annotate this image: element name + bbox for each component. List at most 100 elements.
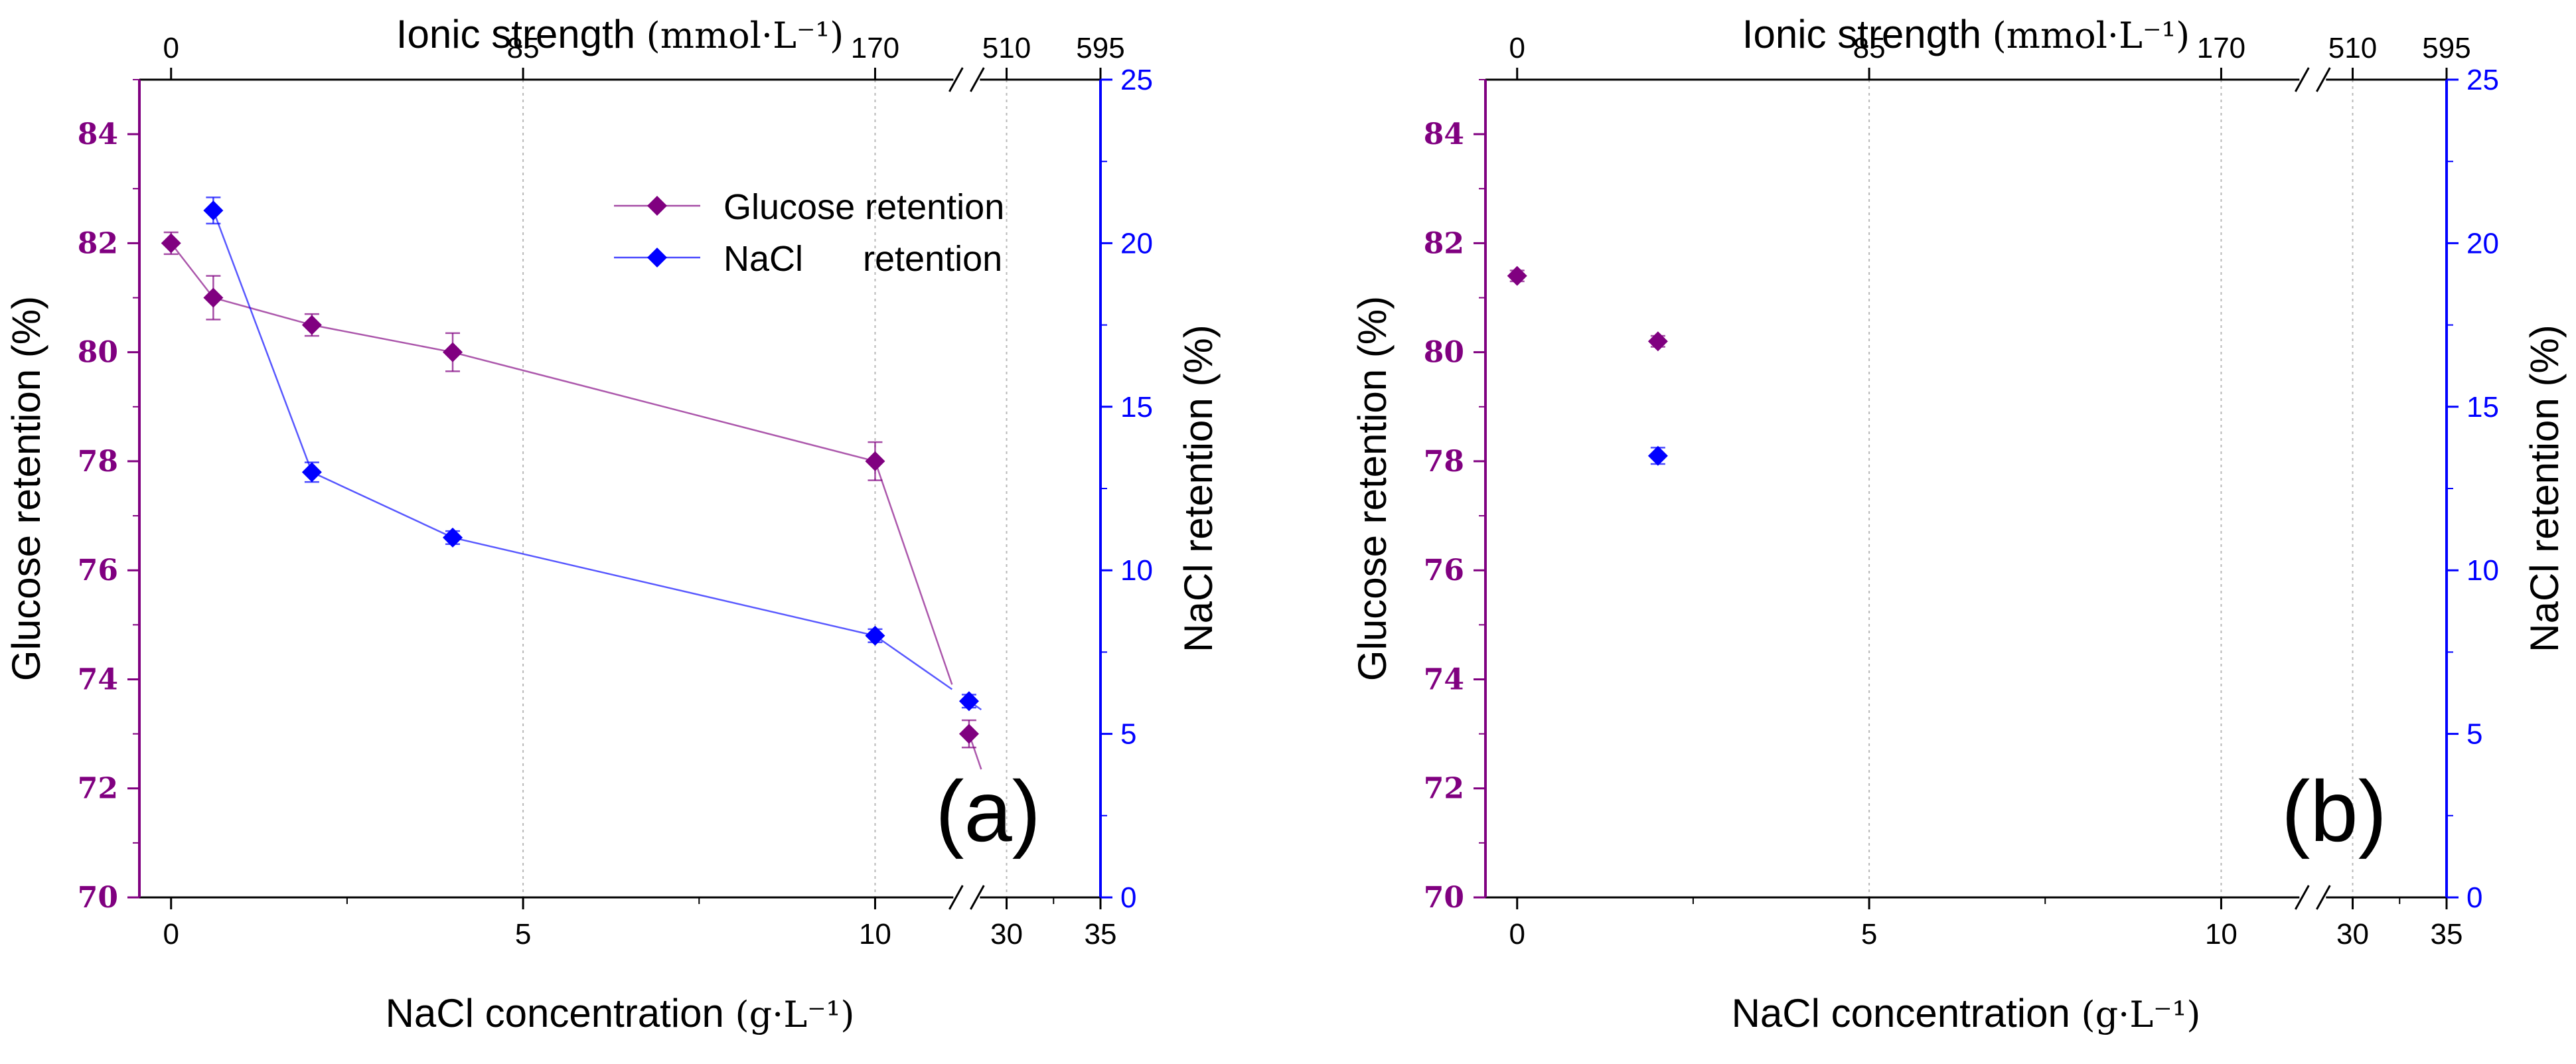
data-point	[958, 723, 979, 744]
series-line	[170, 242, 214, 299]
y-tick-label: 76	[78, 554, 118, 587]
legend: Glucose retention NaCl retention	[614, 187, 1004, 279]
y2-axis-title: NaCl retention (%)	[2522, 325, 2567, 652]
data-point	[865, 625, 885, 646]
y-tick-label: 78	[78, 445, 118, 479]
x2-tick-label: 170	[2197, 32, 2245, 64]
x-tick-label: 0	[163, 918, 179, 950]
x-tick-label: 10	[859, 918, 891, 950]
y-tick-label: 70	[1424, 881, 1464, 915]
x-tick-label: 30	[990, 918, 1023, 950]
y-tick-label: 84	[1424, 117, 1464, 151]
data-point	[1507, 266, 1527, 286]
y-tick-label: 82	[1424, 226, 1464, 260]
data-point	[301, 462, 322, 483]
data-point	[203, 200, 224, 221]
series-line	[213, 297, 313, 326]
series-line	[874, 635, 953, 690]
x2-tick-label: 510	[982, 32, 1031, 64]
x-tick-label: 35	[1085, 918, 1117, 950]
y-axis-title: Glucose retention (%)	[1350, 296, 1395, 681]
axis-break-mark	[2316, 885, 2331, 910]
series-glucose	[1507, 266, 1668, 352]
y-tick-label: 74	[1424, 662, 1464, 696]
axis-break-mark	[2295, 885, 2310, 910]
y2-tick-label: 10	[1120, 554, 1153, 587]
y-axis-title: Glucose retention (%)	[4, 296, 48, 681]
x-tick-label: 10	[2205, 918, 2237, 950]
x2-tick-label: 170	[851, 32, 899, 64]
x2-axis-title: Ionic strength (mmol·L⁻¹)	[396, 12, 844, 56]
axis-break-gap	[2299, 76, 2326, 83]
x2-tick-label: 510	[2328, 32, 2377, 64]
series-line	[452, 351, 875, 463]
panel-b: 0 5 10 30 350 85 170 510 59570727476788082840510…	[1350, 12, 2567, 1035]
x2-axis-title-name: Ionic strength	[1742, 12, 1993, 56]
data-point	[443, 527, 463, 548]
data-point	[1647, 331, 1668, 352]
panel-label: (b)	[2281, 763, 2387, 860]
axis-break-mark	[2316, 67, 2331, 92]
x-tick-label: 5	[1861, 918, 1877, 950]
y2-tick-label: 5	[2466, 718, 2482, 751]
x2-axis-title: Ionic strength (mmol·L⁻¹)	[1742, 12, 2190, 56]
data-point	[958, 691, 979, 712]
series-nacl	[203, 196, 982, 712]
data-point	[443, 342, 463, 362]
y-tick-label: 84	[78, 117, 118, 151]
x2-tick-label: 85	[507, 32, 540, 64]
legend-marker	[647, 248, 667, 267]
panel-a: 0 5 10 30 350 85 170 510 59570727476788082840510…	[4, 12, 1221, 1035]
data-point	[1647, 445, 1668, 466]
data-point	[301, 315, 322, 335]
y2-tick-label: 5	[1120, 718, 1136, 751]
data-point	[161, 233, 181, 254]
y2-tick-label: 10	[2466, 554, 2499, 587]
panel-label: (a)	[935, 763, 1041, 860]
y-tick-label: 72	[1424, 772, 1464, 806]
series-line	[311, 471, 453, 539]
x-axis-title-name: NaCl concentration	[386, 991, 735, 1035]
y2-tick-label: 20	[2466, 227, 2499, 260]
axis-break-gap	[953, 894, 980, 901]
y-tick-label: 80	[78, 336, 118, 370]
axis-break-mark	[948, 67, 964, 92]
x-tick-label: 35	[2431, 918, 2463, 950]
x-axis-title-unit: (g·L⁻¹)	[735, 994, 855, 1035]
axis-break-mark	[970, 885, 985, 910]
series-line	[452, 536, 875, 637]
axis-break-mark	[970, 67, 985, 92]
axis-break-gap	[2299, 894, 2326, 901]
x-tick-label: 30	[2336, 918, 2369, 950]
y2-tick-label: 20	[1120, 227, 1153, 260]
y2-tick-label: 15	[1120, 391, 1153, 423]
x-axis-title: NaCl concentration (g·L⁻¹)	[1732, 991, 2201, 1035]
x-axis-title-name: NaCl concentration	[1732, 991, 2082, 1035]
y-tick-label: 74	[78, 662, 118, 696]
y2-tick-label: 25	[1120, 64, 1153, 96]
legend-label: Glucose retention	[723, 187, 1004, 227]
axis-break-mark	[948, 885, 964, 910]
legend-label: NaCl retention	[723, 239, 1002, 279]
x-tick-label: 5	[515, 918, 531, 950]
legend-marker	[647, 196, 667, 216]
y-tick-label: 72	[78, 772, 118, 806]
y-tick-label: 70	[78, 881, 118, 915]
axis-break-gap	[953, 76, 980, 83]
series-nacl	[1647, 445, 1668, 466]
x2-axis-title-name: Ionic strength	[396, 12, 646, 56]
y2-tick-label: 15	[2466, 391, 2499, 423]
y-tick-label: 78	[1424, 445, 1464, 479]
series-line	[212, 210, 313, 473]
x2-axis-title-unit: (mmol·L⁻¹)	[1993, 15, 2190, 56]
series-line	[874, 461, 953, 685]
data-point	[203, 287, 224, 308]
y-tick-label: 82	[78, 226, 118, 260]
axis-break-mark	[2295, 67, 2310, 92]
y-tick-label: 80	[1424, 336, 1464, 370]
x-tick-label: 0	[1509, 918, 1525, 950]
y-tick-label: 76	[1424, 554, 1464, 587]
y2-tick-label: 25	[2466, 64, 2499, 96]
series-glucose	[161, 231, 982, 770]
